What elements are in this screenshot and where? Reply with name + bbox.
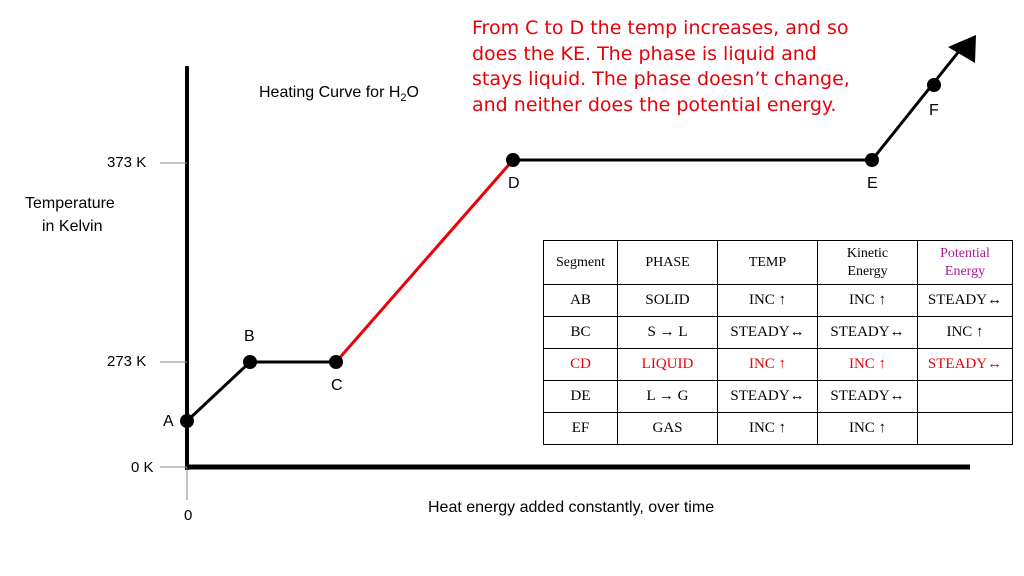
cell-potential <box>917 380 1013 413</box>
point-label-e: E <box>867 175 878 192</box>
tick-label-273: 273 K <box>107 353 147 370</box>
cell-potential: STEADY↔ <box>917 284 1013 317</box>
y-axis-label-1: Temperature <box>25 195 115 212</box>
cell-phase: GAS <box>617 412 718 445</box>
table-row: DE L → G STEADY↔ STEADY↔ <box>543 380 1013 413</box>
segment-ef <box>870 49 962 161</box>
title-main: Heating Curve for H <box>259 84 401 101</box>
header-temp: TEMP <box>717 240 818 285</box>
table-row: BC S → L STEADY↔ STEADY↔ INC ↑ <box>543 316 1013 349</box>
chart-title: Heating Curve for H2O <box>259 84 419 104</box>
cell-potential: STEADY↔ <box>917 348 1013 381</box>
segment-table: Segment PHASE TEMP Kinetic Energy Potent… <box>543 240 1013 445</box>
point-label-a: A <box>163 413 174 430</box>
point-e <box>865 153 879 167</box>
cell-segment: BC <box>543 316 618 349</box>
header-potential-energy: Potential Energy <box>917 240 1013 285</box>
cell-kinetic: INC ↑ <box>817 412 918 445</box>
cell-segment: AB <box>543 284 618 317</box>
cell-segment: CD <box>543 348 618 381</box>
header-kinetic-energy: Kinetic Energy <box>817 240 918 285</box>
annotation-line: does the KE. The phase is liquid and <box>472 42 817 65</box>
cell-kinetic: INC ↑ <box>817 284 918 317</box>
cell-kinetic: STEADY↔ <box>817 380 918 413</box>
annotation-line: stays liquid. The phase doesn’t change, <box>472 68 850 90</box>
cell-potential: INC ↑ <box>917 316 1013 349</box>
cell-temp: STEADY↔ <box>717 380 818 413</box>
point-label-b: B <box>244 328 255 345</box>
cell-temp: INC ↑ <box>717 348 818 381</box>
cell-temp: INC ↑ <box>717 284 818 317</box>
header-phase: PHASE <box>617 240 718 285</box>
annotation-note: From C to D the temp increases, and so d… <box>472 16 892 118</box>
arrow-head <box>948 35 976 63</box>
point-label-c: C <box>331 377 343 394</box>
header-segment: Segment <box>543 240 618 285</box>
point-d <box>506 153 520 167</box>
cell-temp: INC ↑ <box>717 412 818 445</box>
cell-segment: EF <box>543 412 618 445</box>
table-row: AB SOLID INC ↑ INC ↑ STEADY↔ <box>543 284 1013 317</box>
x-axis-label: Heat energy added constantly, over time <box>428 499 715 516</box>
cell-potential <box>917 412 1013 445</box>
tick-label-0: 0 K <box>131 459 154 476</box>
tick-label-373: 373 K <box>107 154 147 171</box>
point-c <box>329 355 343 369</box>
annotation-line: and neither does the potential energy. <box>472 93 837 116</box>
cell-phase: SOLID <box>617 284 718 317</box>
cell-segment: DE <box>543 380 618 413</box>
point-a <box>180 414 194 428</box>
title-tail: O <box>406 84 419 101</box>
annotation-line: From C to D the temp increases, and so <box>472 17 849 39</box>
table-row: EF GAS INC ↑ INC ↑ <box>543 412 1013 445</box>
point-f <box>927 78 941 92</box>
table-header-row: Segment PHASE TEMP Kinetic Energy Potent… <box>543 240 1013 285</box>
table-row: CD LIQUID INC ↑ INC ↑ STEADY↔ <box>543 348 1013 381</box>
cell-phase: L → G <box>617 380 718 413</box>
origin-label: 0 <box>184 507 193 524</box>
cell-phase: LIQUID <box>617 348 718 381</box>
cell-temp: STEADY↔ <box>717 316 818 349</box>
cell-kinetic: STEADY↔ <box>817 316 918 349</box>
cell-phase: S → L <box>617 316 718 349</box>
point-label-d: D <box>508 175 520 192</box>
segment-ab <box>185 360 252 423</box>
segment-cd <box>334 159 515 363</box>
point-label-f: F <box>929 102 939 119</box>
cell-kinetic: INC ↑ <box>817 348 918 381</box>
y-axis-label-2: in Kelvin <box>42 218 103 235</box>
point-b <box>243 355 257 369</box>
title-subscript: 2 <box>400 92 407 105</box>
